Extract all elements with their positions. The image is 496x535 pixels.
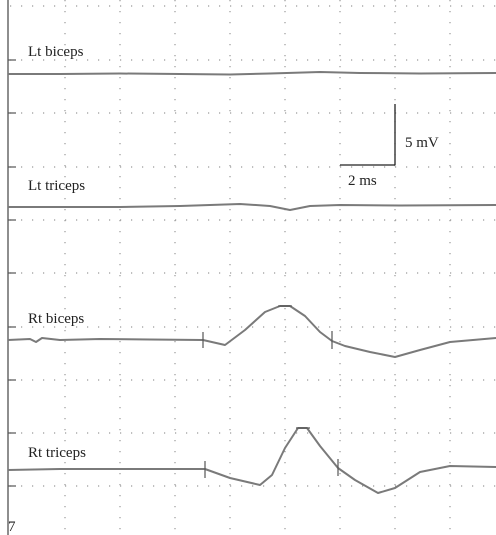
trace-label: Lt triceps: [28, 178, 85, 194]
trace-label: Lt biceps: [28, 44, 84, 60]
trace-lt-biceps: [8, 71, 496, 76]
trace-label: Rt biceps: [28, 311, 84, 327]
trace-lt-triceps: [8, 203, 496, 211]
trace-rt-biceps: [7, 305, 496, 358]
trace-label: Rt triceps: [28, 445, 86, 461]
grid: [10, 0, 496, 535]
scale-bar: [340, 104, 396, 166]
corner-label: 7: [8, 519, 16, 535]
scale-label: 2 ms: [348, 173, 377, 189]
scale-label: 5 mV: [405, 135, 439, 151]
left-axis: [7, 0, 16, 535]
